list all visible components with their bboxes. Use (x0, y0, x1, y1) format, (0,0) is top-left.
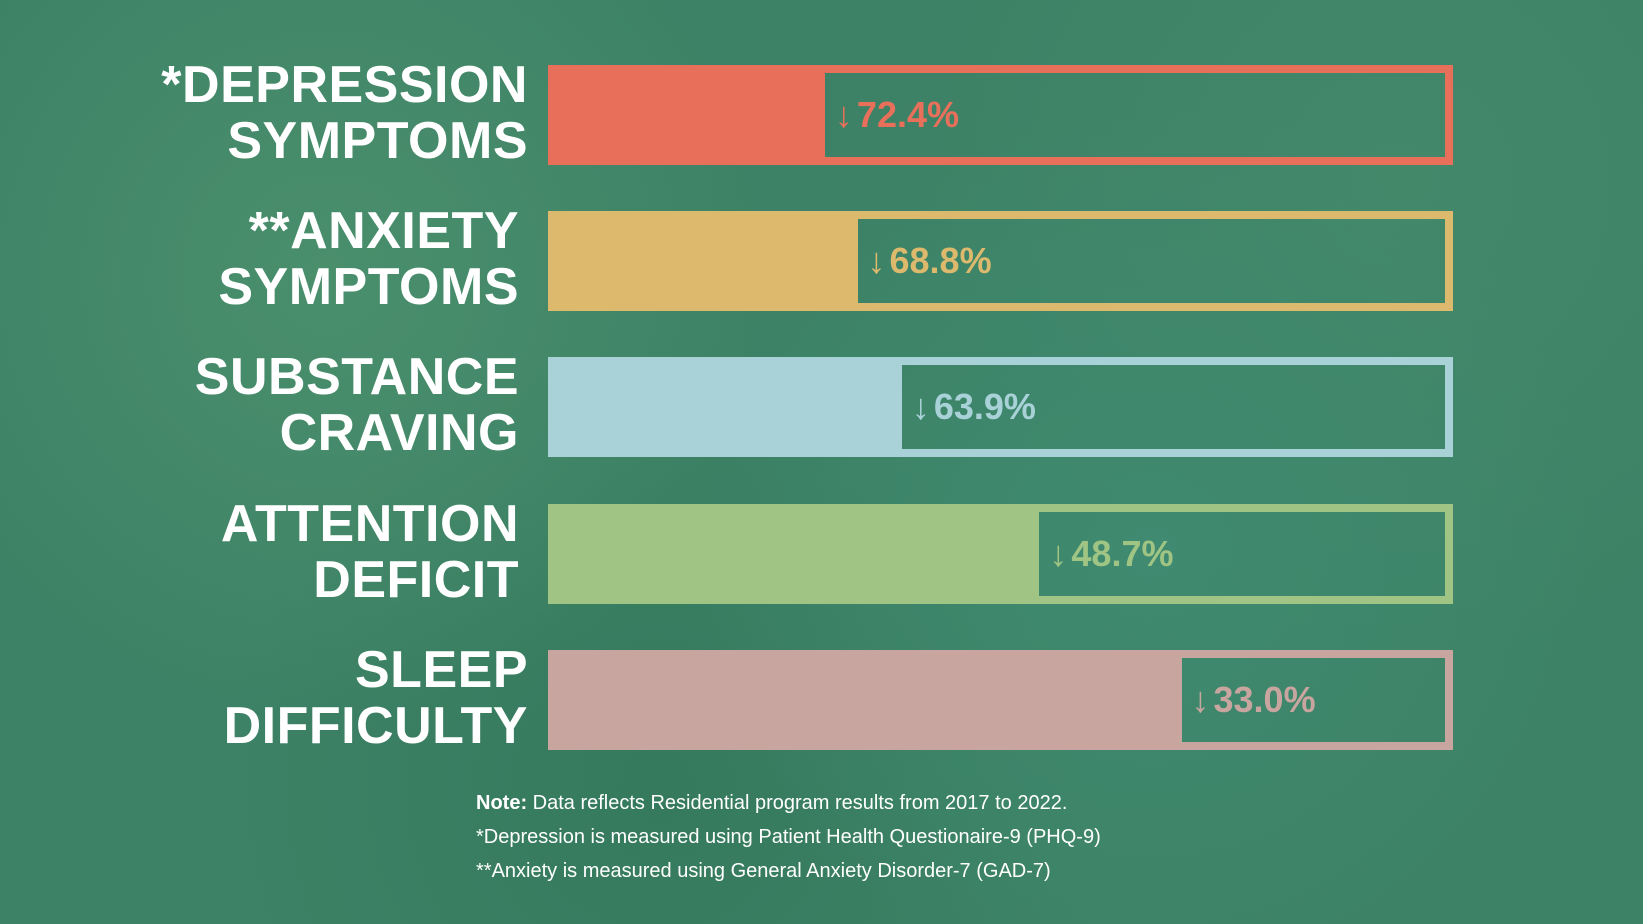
arrow-down-icon: ↓ (834, 94, 853, 135)
category-label: *DEPRESSION SYMPTOMS (8, 57, 528, 169)
category-label-line1: SUBSTANCE (194, 348, 519, 406)
category-label-line2: DIFFICULTY (223, 697, 528, 755)
bar-fill (548, 357, 902, 457)
value-label: ↓ 63.9% (912, 386, 1036, 428)
arrow-down-icon: ↓ (911, 386, 930, 427)
note-text: Data reflects Residential program result… (527, 792, 1068, 814)
value-text: 68.8% (889, 240, 992, 281)
category-label-line2: SYMPTOMS (218, 258, 519, 316)
category-label-line1: *DEPRESSION (161, 56, 528, 114)
arrow-down-icon: ↓ (867, 240, 886, 281)
note-label: Note: (476, 792, 528, 814)
footnote-depression: *Depression is measured using Patient He… (476, 826, 1101, 848)
category-label-line2: CRAVING (279, 404, 519, 462)
value-label: ↓ 33.0% (1192, 679, 1316, 721)
bar-fill (548, 504, 1040, 604)
value-label: ↓ 48.7% (1049, 533, 1173, 575)
category-label-line1: **ANXIETY (248, 202, 519, 260)
arrow-down-icon: ↓ (1191, 679, 1210, 720)
category-label: ATTENTION DEFICIT (0, 496, 519, 608)
category-label: SUBSTANCE CRAVING (0, 349, 519, 461)
category-label: **ANXIETY SYMPTOMS (0, 203, 519, 315)
category-label: SLEEP DIFFICULTY (8, 642, 528, 754)
arrow-down-icon: ↓ (1049, 533, 1068, 574)
notes: Note: Data reflects Residential program … (476, 786, 1101, 888)
value-text: 48.7% (1071, 533, 1174, 574)
bar-track: ↓ 68.8% (548, 211, 1453, 311)
note-line: Note: Data reflects Residential program … (476, 786, 1101, 820)
value-text: 33.0% (1213, 679, 1316, 720)
value-label: ↓ 72.4% (835, 94, 959, 136)
bar-track: ↓ 48.7% (548, 504, 1453, 604)
category-label-line2: DEFICIT (313, 551, 519, 609)
value-text: 63.9% (933, 386, 1036, 427)
bar-track: ↓ 33.0% (548, 650, 1453, 750)
category-label-line1: SLEEP (355, 641, 528, 699)
bar-fill (548, 211, 858, 311)
bar-fill (548, 65, 825, 165)
bar-track: ↓ 63.9% (548, 357, 1453, 457)
bar-fill (548, 650, 1182, 750)
value-text: 72.4% (856, 94, 959, 135)
category-label-line1: ATTENTION (220, 495, 519, 553)
category-label-line2: SYMPTOMS (227, 112, 528, 170)
bar-track: ↓ 72.4% (548, 65, 1453, 165)
footnote-anxiety: **Anxiety is measured using General Anxi… (476, 860, 1051, 882)
value-label: ↓ 68.8% (868, 240, 992, 282)
